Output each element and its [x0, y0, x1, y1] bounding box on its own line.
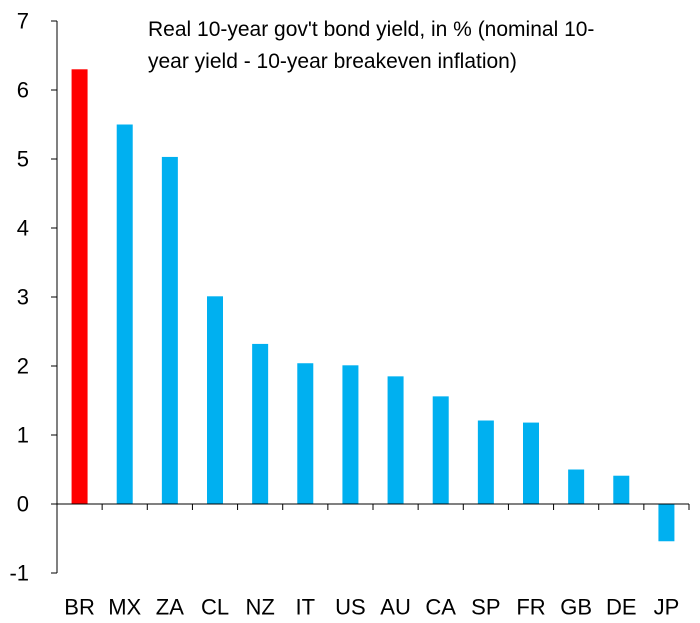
category-label-ca: CA — [425, 595, 456, 620]
category-label-jp: JP — [654, 595, 680, 620]
y-tick-label: 5 — [17, 147, 29, 172]
chart-title-line-2: year yield - 10-year breakeven inflation… — [148, 50, 517, 73]
y-tick-label: 4 — [17, 216, 29, 241]
y-tick-label: 6 — [17, 78, 29, 103]
y-tick-label: 7 — [17, 9, 29, 34]
chart-title-line-1: Real 10-year gov't bond yield, in % (nom… — [148, 18, 594, 41]
bar-au — [387, 376, 404, 504]
y-tick-label: 0 — [17, 492, 29, 517]
y-tick-label: 3 — [17, 285, 29, 310]
y-tick-label: -1 — [9, 561, 29, 586]
category-label-nz: NZ — [245, 595, 274, 620]
bar-za — [161, 156, 178, 504]
bar-fr — [523, 422, 539, 504]
x-axis — [56, 503, 690, 510]
bar-sp — [477, 420, 494, 504]
bar-ca — [432, 396, 449, 504]
bar-gb — [568, 469, 585, 504]
chart-title: Real 10-year gov't bond yield, in % (nom… — [148, 18, 594, 73]
bar-cl — [207, 296, 223, 504]
y-axis: -1 0 1 2 3 4 5 6 7 — [9, 9, 58, 586]
bar-it — [297, 363, 314, 504]
bar-mx — [116, 124, 133, 504]
bars — [71, 69, 675, 542]
category-labels: BR MX ZA CL NZ IT US AU CA SP FR GB DE JP — [64, 595, 679, 620]
bar-jp — [658, 504, 675, 542]
category-label-de: DE — [606, 595, 637, 620]
bar-us — [342, 365, 359, 504]
category-label-cl: CL — [201, 595, 229, 620]
category-label-za: ZA — [156, 595, 184, 620]
category-label-it: IT — [296, 595, 316, 620]
category-label-mx: MX — [108, 595, 141, 620]
category-label-fr: FR — [516, 595, 545, 620]
category-label-au: AU — [380, 595, 411, 620]
category-label-sp: SP — [471, 595, 500, 620]
category-label-us: US — [335, 595, 366, 620]
bar-de — [613, 475, 630, 504]
y-tick-label: 1 — [17, 423, 29, 448]
category-label-gb: GB — [560, 595, 592, 620]
y-tick-label: 2 — [17, 354, 29, 379]
category-label-br: BR — [64, 595, 95, 620]
bar-nz — [252, 343, 269, 504]
bar-br — [71, 69, 88, 505]
